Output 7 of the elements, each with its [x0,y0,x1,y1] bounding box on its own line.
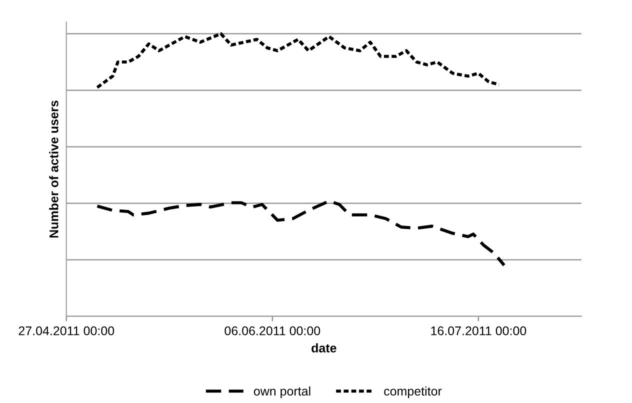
x-tick-label: 06.06.2011 00:00 [224,326,320,336]
x-tick-label: 16.07.2011 00:00 [431,326,526,336]
x-tick-label: 27.04.2011 00:00 [18,326,114,336]
legend-label: own portal [254,386,310,398]
y-axis-title: Number of active users [49,100,58,238]
legend-label: competitor [384,386,442,398]
x-axis-title: date [312,343,336,352]
